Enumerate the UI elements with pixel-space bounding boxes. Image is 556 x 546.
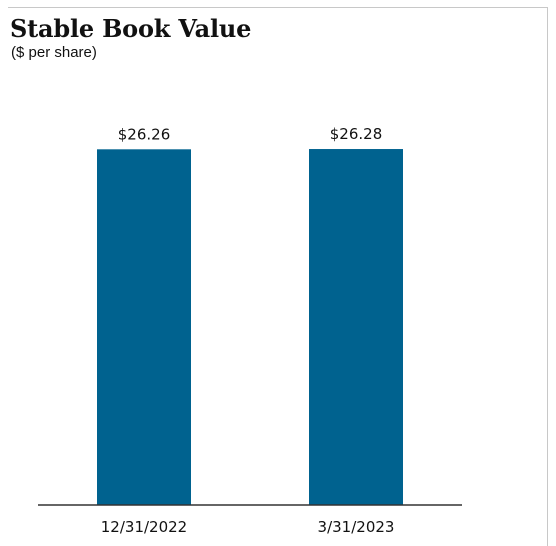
bars-group (97, 149, 403, 505)
x-tick-label-2: 3/31/2023 (318, 518, 395, 536)
frame-right-border (547, 7, 548, 546)
data-label-2: $26.28 (330, 125, 383, 143)
chart-subtitle: ($ per share) (11, 44, 97, 61)
bar-2 (309, 149, 403, 505)
chart-title: Stable Book Value (10, 14, 252, 43)
data-label-1: $26.26 (118, 125, 171, 143)
bar-1 (97, 149, 191, 505)
labels-group: $26.26 12/31/2022 $26.28 3/31/2023 (101, 125, 395, 536)
frame-top-border (8, 7, 548, 8)
x-tick-label-1: 12/31/2022 (101, 518, 187, 536)
